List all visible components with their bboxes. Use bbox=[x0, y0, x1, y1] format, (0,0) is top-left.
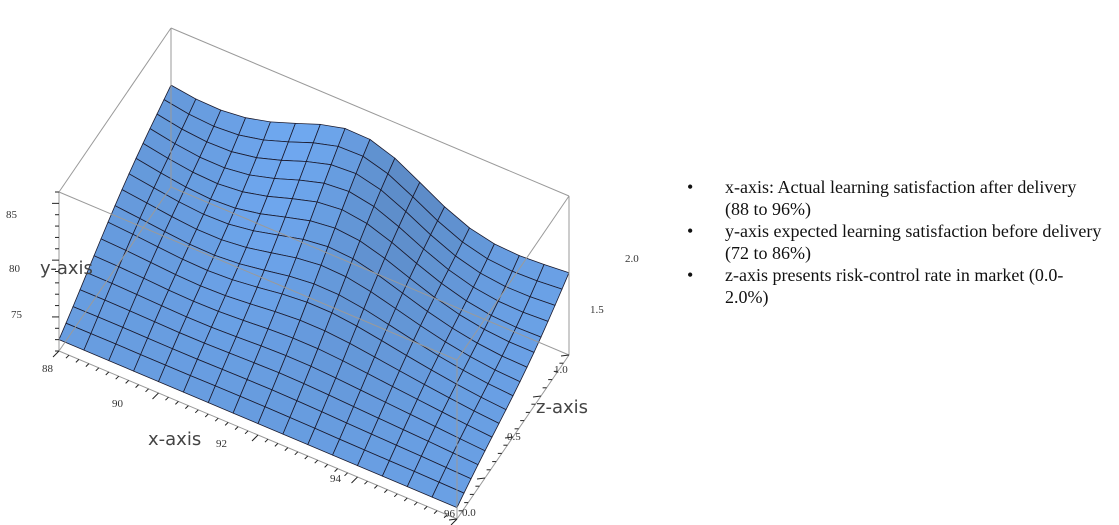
z-tick-2-0: 2.0 bbox=[625, 253, 639, 265]
y-axis-label: y-axis bbox=[40, 258, 93, 279]
x-tick-mark bbox=[304, 455, 309, 460]
x-tick-mark bbox=[52, 350, 60, 358]
x-tick-mark bbox=[244, 430, 249, 435]
z-tick-1-5: 1.5 bbox=[590, 304, 604, 316]
x-tick-mark bbox=[105, 371, 110, 376]
x-tick-92: 92 bbox=[216, 438, 227, 450]
x-tick-mark bbox=[95, 367, 100, 372]
y-tick-75: 75 bbox=[11, 309, 23, 321]
y-tick-80: 80 bbox=[9, 263, 21, 275]
surface-cell bbox=[431, 481, 465, 509]
z-tick-mark bbox=[504, 436, 514, 439]
x-tick-mark bbox=[152, 392, 159, 400]
x-tick-mark bbox=[234, 426, 239, 430]
z-tick-mark bbox=[560, 354, 570, 357]
x-tick-mark bbox=[351, 476, 358, 484]
z-tick-1-0: 1.0 bbox=[554, 364, 568, 376]
x-tick-mark bbox=[314, 459, 319, 464]
bounding-box bbox=[58, 27, 570, 520]
x-tick-mark bbox=[433, 510, 438, 514]
x-tick-mark bbox=[125, 380, 130, 384]
x-tick-mark bbox=[393, 493, 398, 498]
x-tick-mark bbox=[374, 485, 378, 489]
box-edge bbox=[58, 27, 172, 193]
legend-item-z: z-axis presents risk-control rate in mar… bbox=[683, 264, 1103, 308]
x-tick-mark bbox=[175, 401, 179, 405]
x-axis-label: x-axis bbox=[148, 429, 201, 450]
x-tick-mark bbox=[264, 438, 269, 443]
x-tick-mark bbox=[214, 417, 219, 422]
z-tick-mark bbox=[448, 518, 458, 521]
box-edge bbox=[58, 191, 458, 361]
x-tick-mark bbox=[224, 422, 229, 426]
x-tick-mark bbox=[251, 434, 259, 442]
x-tick-96: 96 bbox=[444, 508, 456, 520]
x-tick-mark bbox=[274, 443, 279, 447]
x-tick-mark bbox=[403, 497, 408, 502]
z-tick-0-5: 0.5 bbox=[507, 431, 521, 443]
x-tick-90: 90 bbox=[112, 398, 124, 410]
x-tick-mark bbox=[75, 359, 80, 363]
x-tick-mark bbox=[443, 514, 448, 519]
x-tick-88: 88 bbox=[42, 363, 54, 375]
z-axis-label: z-axis bbox=[536, 397, 588, 418]
x-tick-mark bbox=[383, 489, 388, 493]
box-edge bbox=[58, 186, 172, 352]
x-tick-mark bbox=[413, 501, 418, 506]
box-edge bbox=[170, 27, 570, 197]
x-tick-mark bbox=[364, 480, 368, 485]
z-tick-0-0: 0.0 bbox=[462, 507, 476, 519]
x-tick-mark bbox=[344, 472, 348, 477]
legend-item-x: x-axis: Actual learning satisfaction aft… bbox=[683, 176, 1103, 220]
box-edge bbox=[456, 195, 570, 361]
axis-ticks bbox=[52, 191, 570, 525]
y-tick-85: 85 bbox=[6, 209, 18, 221]
surface-plot: 88 90 92 94 96 85 80 75 0.0 0.5 1.0 1.5 … bbox=[6, 27, 639, 525]
x-tick-mark bbox=[324, 464, 329, 468]
x-tick-mark bbox=[334, 468, 338, 472]
x-tick-mark bbox=[85, 363, 90, 367]
x-tick-mark bbox=[184, 405, 189, 409]
z-tick-mark bbox=[476, 477, 486, 480]
x-tick-mark bbox=[115, 375, 120, 380]
x-tick-mark bbox=[450, 518, 458, 525]
x-tick-mark bbox=[135, 384, 139, 388]
legend-list: x-axis: Actual learning satisfaction aft… bbox=[683, 176, 1103, 308]
surface-mesh bbox=[58, 84, 570, 509]
x-tick-mark bbox=[423, 506, 428, 510]
x-tick-94: 94 bbox=[330, 473, 342, 485]
x-tick-mark bbox=[65, 354, 70, 359]
x-tick-mark bbox=[165, 396, 169, 401]
x-tick-mark bbox=[284, 447, 289, 451]
x-tick-mark bbox=[194, 409, 199, 414]
x-tick-mark bbox=[204, 413, 209, 418]
z-tick-mark bbox=[532, 395, 542, 398]
box-edge bbox=[170, 186, 570, 356]
x-tick-mark bbox=[294, 451, 299, 456]
legend-item-y: y-axis expected learning satisfaction be… bbox=[683, 220, 1103, 264]
x-tick-mark bbox=[145, 388, 149, 393]
